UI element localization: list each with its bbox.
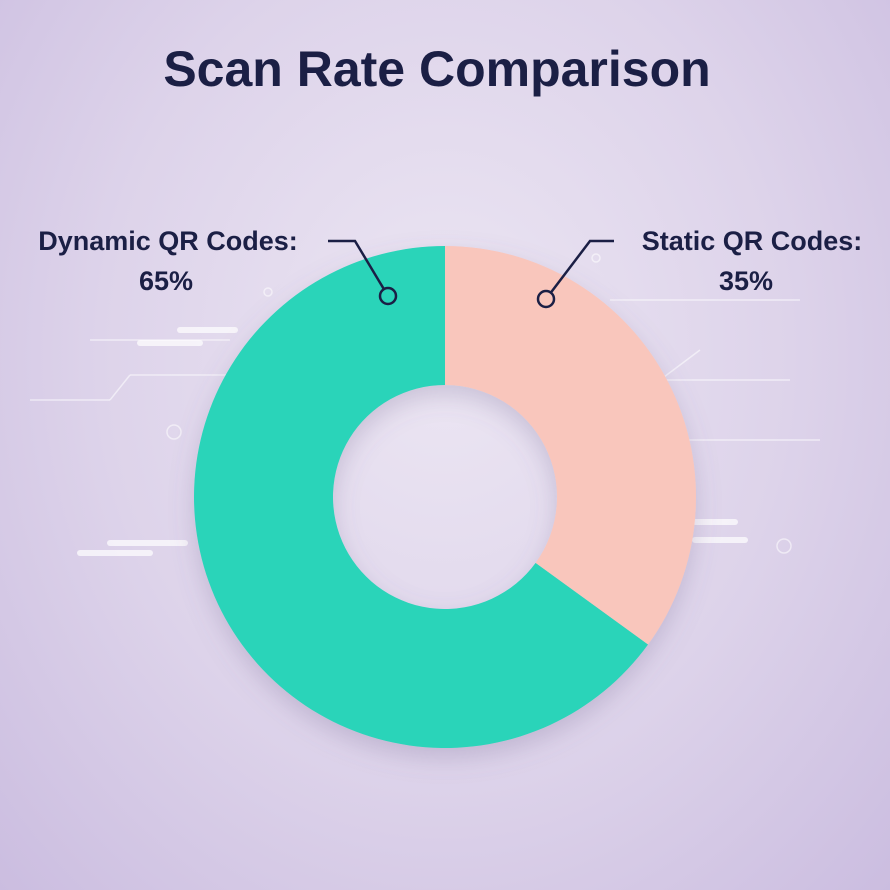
slice-value-static: 35% [719, 266, 773, 296]
background-decoration [30, 253, 820, 554]
slice-static [445, 246, 697, 645]
leader-line-dynamic [328, 239, 390, 297]
leader-line-static [545, 239, 614, 300]
slice-value-dynamic: 65% [139, 266, 193, 296]
slice-label-dynamic: Dynamic QR Codes: [38, 226, 298, 256]
chart-title: Scan Rate Comparison [163, 41, 710, 97]
labels-group: Dynamic QR Codes: 65% Static QR Codes: 35% [38, 226, 863, 309]
slice-dynamic [194, 246, 649, 748]
slices-group [194, 246, 697, 748]
leader-dot-static [536, 289, 556, 309]
slice-label-static: Static QR Codes: [642, 226, 863, 256]
background-dashes [77, 327, 748, 556]
leader-dot-dynamic [378, 286, 398, 306]
